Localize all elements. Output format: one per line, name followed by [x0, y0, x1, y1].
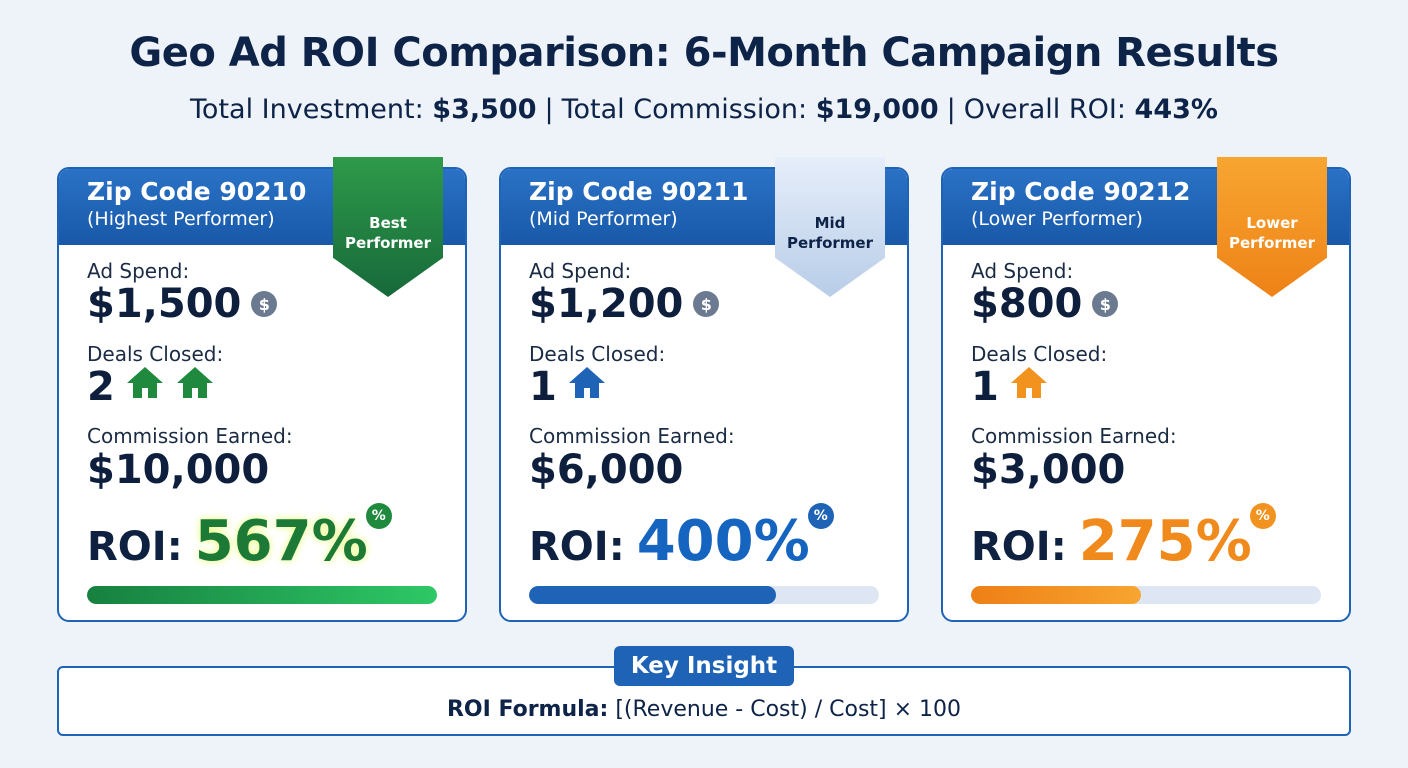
- coin-icon: $: [251, 291, 278, 317]
- card-title: Zip Code 90212: [971, 177, 1191, 206]
- summary-label: Total Commission:: [561, 94, 808, 125]
- summary-value: $19,000: [815, 94, 939, 125]
- field-label: Ad Spend:: [971, 259, 1074, 283]
- summary-label: Total Investment:: [190, 94, 424, 125]
- deals-value: 1: [529, 364, 557, 410]
- field-label: Commission Earned:: [87, 424, 293, 448]
- roi-value: 567%: [194, 509, 368, 574]
- ad-spend-value: $1,200: [529, 281, 684, 327]
- card: Zip Code 90210 (Highest Performer) Best Pe…: [57, 157, 467, 622]
- insight-title: Key Insight: [614, 646, 794, 686]
- roi: ROI: 275%%: [971, 503, 1290, 574]
- separator: |: [946, 94, 956, 125]
- roi: ROI: 400%%: [529, 503, 848, 574]
- formula: ROI Formula: [(Revenue - Cost) / Cost] ×…: [0, 697, 1408, 722]
- commission: $3,000: [971, 447, 1125, 493]
- percent-icon: %: [1249, 503, 1276, 529]
- ad-spend-value: $1,500: [87, 281, 242, 327]
- deals-value: 2: [87, 364, 115, 410]
- summary: Total Investment: $3,500 | Total Commissio…: [0, 94, 1408, 125]
- progress-track: [971, 586, 1321, 604]
- ad-spend: $800 $: [971, 281, 1119, 327]
- badge: Mid Performer: [775, 157, 885, 297]
- card-subtitle: (Mid Performer): [529, 208, 678, 230]
- roi-value: 275%: [1078, 509, 1252, 574]
- progress-bar: [87, 586, 437, 604]
- card: Zip Code 90212 (Lower Performer) Lower Per…: [941, 157, 1351, 622]
- roi-label: ROI:: [529, 524, 625, 570]
- field-label: Deals Closed:: [971, 342, 1108, 366]
- roi-label: ROI:: [971, 524, 1067, 570]
- roi-value: 400%: [636, 509, 810, 574]
- card-subtitle: (Lower Performer): [971, 208, 1143, 230]
- roi-label: ROI:: [87, 524, 183, 570]
- progress-bar: [529, 586, 776, 604]
- commission-value: $6,000: [529, 447, 684, 493]
- progress-bar: [971, 586, 1141, 604]
- separator: |: [544, 94, 554, 125]
- deals-value: 1: [971, 364, 999, 410]
- deals: 1: [971, 364, 1049, 410]
- roi: ROI: 567%%: [87, 503, 406, 574]
- ad-spend: $1,500 $: [87, 281, 278, 327]
- house-icon: [125, 364, 165, 410]
- house-icon: [567, 364, 607, 410]
- percent-icon: %: [807, 503, 834, 529]
- commission-value: $3,000: [971, 447, 1126, 493]
- formula-text: [(Revenue - Cost) / Cost] × 100: [615, 697, 962, 722]
- page-title: Geo Ad ROI Comparison: 6-Month Campaign …: [129, 30, 1279, 76]
- deals: 1: [529, 364, 607, 410]
- card-subtitle: (Highest Performer): [87, 208, 275, 230]
- commission-value: $10,000: [87, 447, 270, 493]
- summary-label: Overall ROI:: [963, 94, 1126, 125]
- percent-icon: %: [365, 503, 392, 529]
- summary-value: $3,500: [432, 94, 537, 125]
- ad-spend-value: $800: [971, 281, 1083, 327]
- commission: $10,000: [87, 447, 269, 493]
- field-label: Deals Closed:: [87, 342, 224, 366]
- formula-label: ROI Formula:: [446, 697, 609, 722]
- badge: Best Performer: [333, 157, 443, 297]
- badge: Lower Performer: [1217, 157, 1327, 297]
- card-title: Zip Code 90211: [529, 177, 749, 206]
- field-label: Ad Spend:: [87, 259, 190, 283]
- field-label: Commission Earned:: [971, 424, 1177, 448]
- house-icon: [1009, 364, 1049, 410]
- field-label: Commission Earned:: [529, 424, 735, 448]
- progress-track: [87, 586, 437, 604]
- commission: $6,000: [529, 447, 683, 493]
- progress-track: [529, 586, 879, 604]
- card: Zip Code 90211 (Mid Performer) Mid Perform…: [499, 157, 909, 622]
- deals: 2: [87, 364, 215, 410]
- card-title: Zip Code 90210: [87, 177, 307, 206]
- field-label: Deals Closed:: [529, 342, 666, 366]
- house-icon: [175, 364, 215, 410]
- coin-icon: $: [693, 291, 720, 317]
- coin-icon: $: [1092, 291, 1119, 317]
- field-label: Ad Spend:: [529, 259, 632, 283]
- ad-spend: $1,200 $: [529, 281, 720, 327]
- summary-value: 443%: [1134, 94, 1218, 125]
